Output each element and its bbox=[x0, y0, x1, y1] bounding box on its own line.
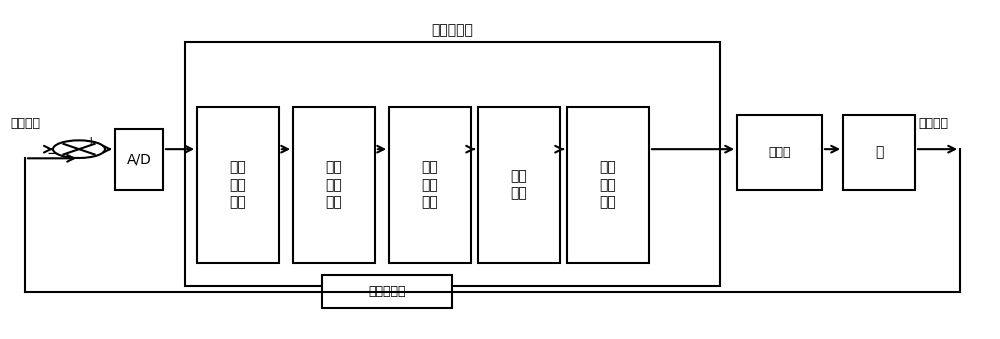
Bar bbox=[567, 107, 649, 263]
Text: 最优速度: 最优速度 bbox=[10, 117, 40, 130]
Text: 非模
糊化
处理: 非模 糊化 处理 bbox=[600, 160, 616, 209]
Text: −: − bbox=[47, 146, 59, 161]
Bar bbox=[197, 107, 279, 263]
Bar bbox=[389, 107, 471, 263]
Bar bbox=[843, 115, 915, 190]
Bar bbox=[185, 42, 720, 286]
Bar bbox=[293, 107, 375, 263]
Text: 泵: 泵 bbox=[875, 145, 883, 160]
Bar bbox=[478, 107, 560, 263]
Text: 变频器: 变频器 bbox=[768, 146, 791, 159]
Text: 流速输出: 流速输出 bbox=[918, 117, 948, 130]
Text: 速度传感器: 速度传感器 bbox=[368, 285, 406, 298]
Text: 模糊
控制
规则: 模糊 控制 规则 bbox=[422, 160, 438, 209]
Text: 模糊
决策: 模糊 决策 bbox=[511, 169, 527, 200]
Text: A/D: A/D bbox=[127, 152, 151, 166]
Text: 模糊
量化
处理: 模糊 量化 处理 bbox=[326, 160, 342, 209]
Bar bbox=[115, 129, 163, 190]
Text: 计算
控制
变量: 计算 控制 变量 bbox=[230, 160, 246, 209]
Text: 模糊控制器: 模糊控制器 bbox=[432, 23, 473, 38]
Bar bbox=[322, 275, 452, 308]
Text: +: + bbox=[85, 135, 96, 148]
Bar bbox=[737, 115, 822, 190]
